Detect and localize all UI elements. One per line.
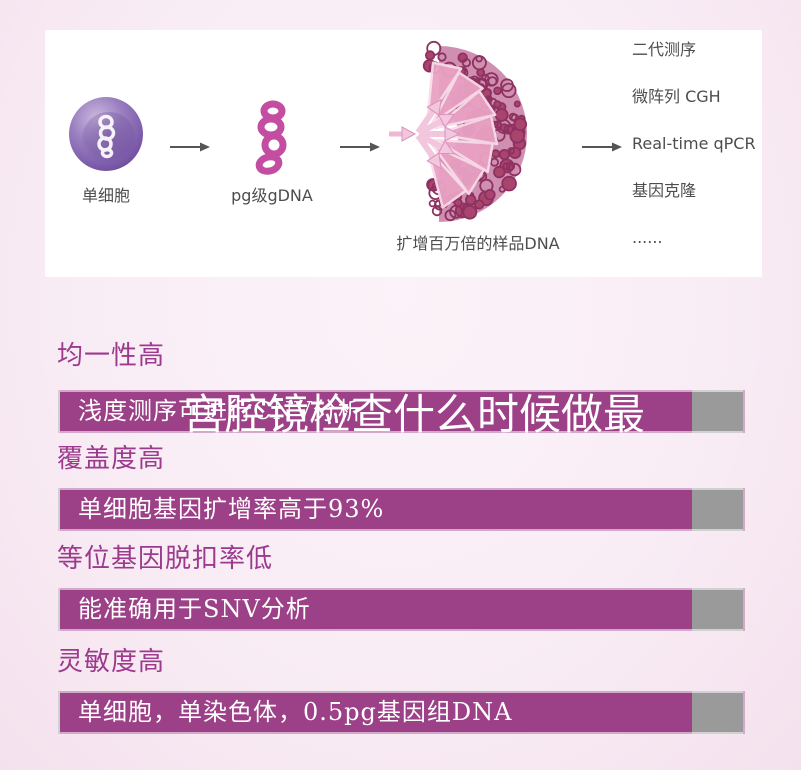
application-item: 微阵列 CGH <box>632 87 721 106</box>
application-item: 二代测序 <box>632 40 697 59</box>
feature-bar-allele-dropout: 能准确用于SNV分析 <box>58 588 745 631</box>
feature-heading-uniformity: 均一性高 <box>57 341 166 371</box>
overlay-title: 宫腔镜检查什么时候做最 <box>183 390 646 439</box>
feature-bar-text: 浅度测序可进行CNV分析 <box>78 397 363 425</box>
application-list: 二代测序 微阵列 CGH Real-time qPCR 基因克隆 ...... <box>632 40 756 275</box>
radiating-arrows <box>389 98 461 170</box>
feature-bar-text: 能准确用于SNV分析 <box>78 595 311 623</box>
feature-bar-uniformity: 浅度测序可进行CNV分析 <box>58 390 745 433</box>
flow-arrow-icon <box>582 142 622 152</box>
feature-heading-allele-dropout: 等位基因脱扣率低 <box>57 544 274 574</box>
feature-bar-text: 单细胞，单染色体，0.5pg基因组DNA <box>78 698 513 726</box>
workflow-panel: 单细胞 pg级gDNA <box>45 30 762 277</box>
application-item: Real-time qPCR <box>632 134 756 153</box>
gdna-label: pg级gDNA <box>231 186 313 205</box>
single-cell-icon <box>69 97 143 171</box>
gdna-icon <box>255 100 287 175</box>
single-cell-label: 单细胞 <box>81 186 130 205</box>
feature-bar-coverage: 单细胞基因扩增率高于93% <box>58 488 745 531</box>
application-item: ...... <box>632 228 663 247</box>
flow-arrow-icon <box>340 142 380 152</box>
amplified-dna-icon <box>389 40 528 222</box>
feature-bar-text: 单细胞基因扩增率高于93% <box>78 495 385 523</box>
feature-heading-coverage: 覆盖度高 <box>57 444 166 474</box>
feature-heading-sensitivity: 灵敏度高 <box>57 647 166 677</box>
flow-arrow-icon <box>170 142 210 152</box>
application-item: 基因克隆 <box>632 181 697 200</box>
amplified-dna-label: 扩增百万倍的样品DNA <box>396 234 560 253</box>
feature-bar-sensitivity: 单细胞，单染色体，0.5pg基因组DNA <box>58 691 745 734</box>
